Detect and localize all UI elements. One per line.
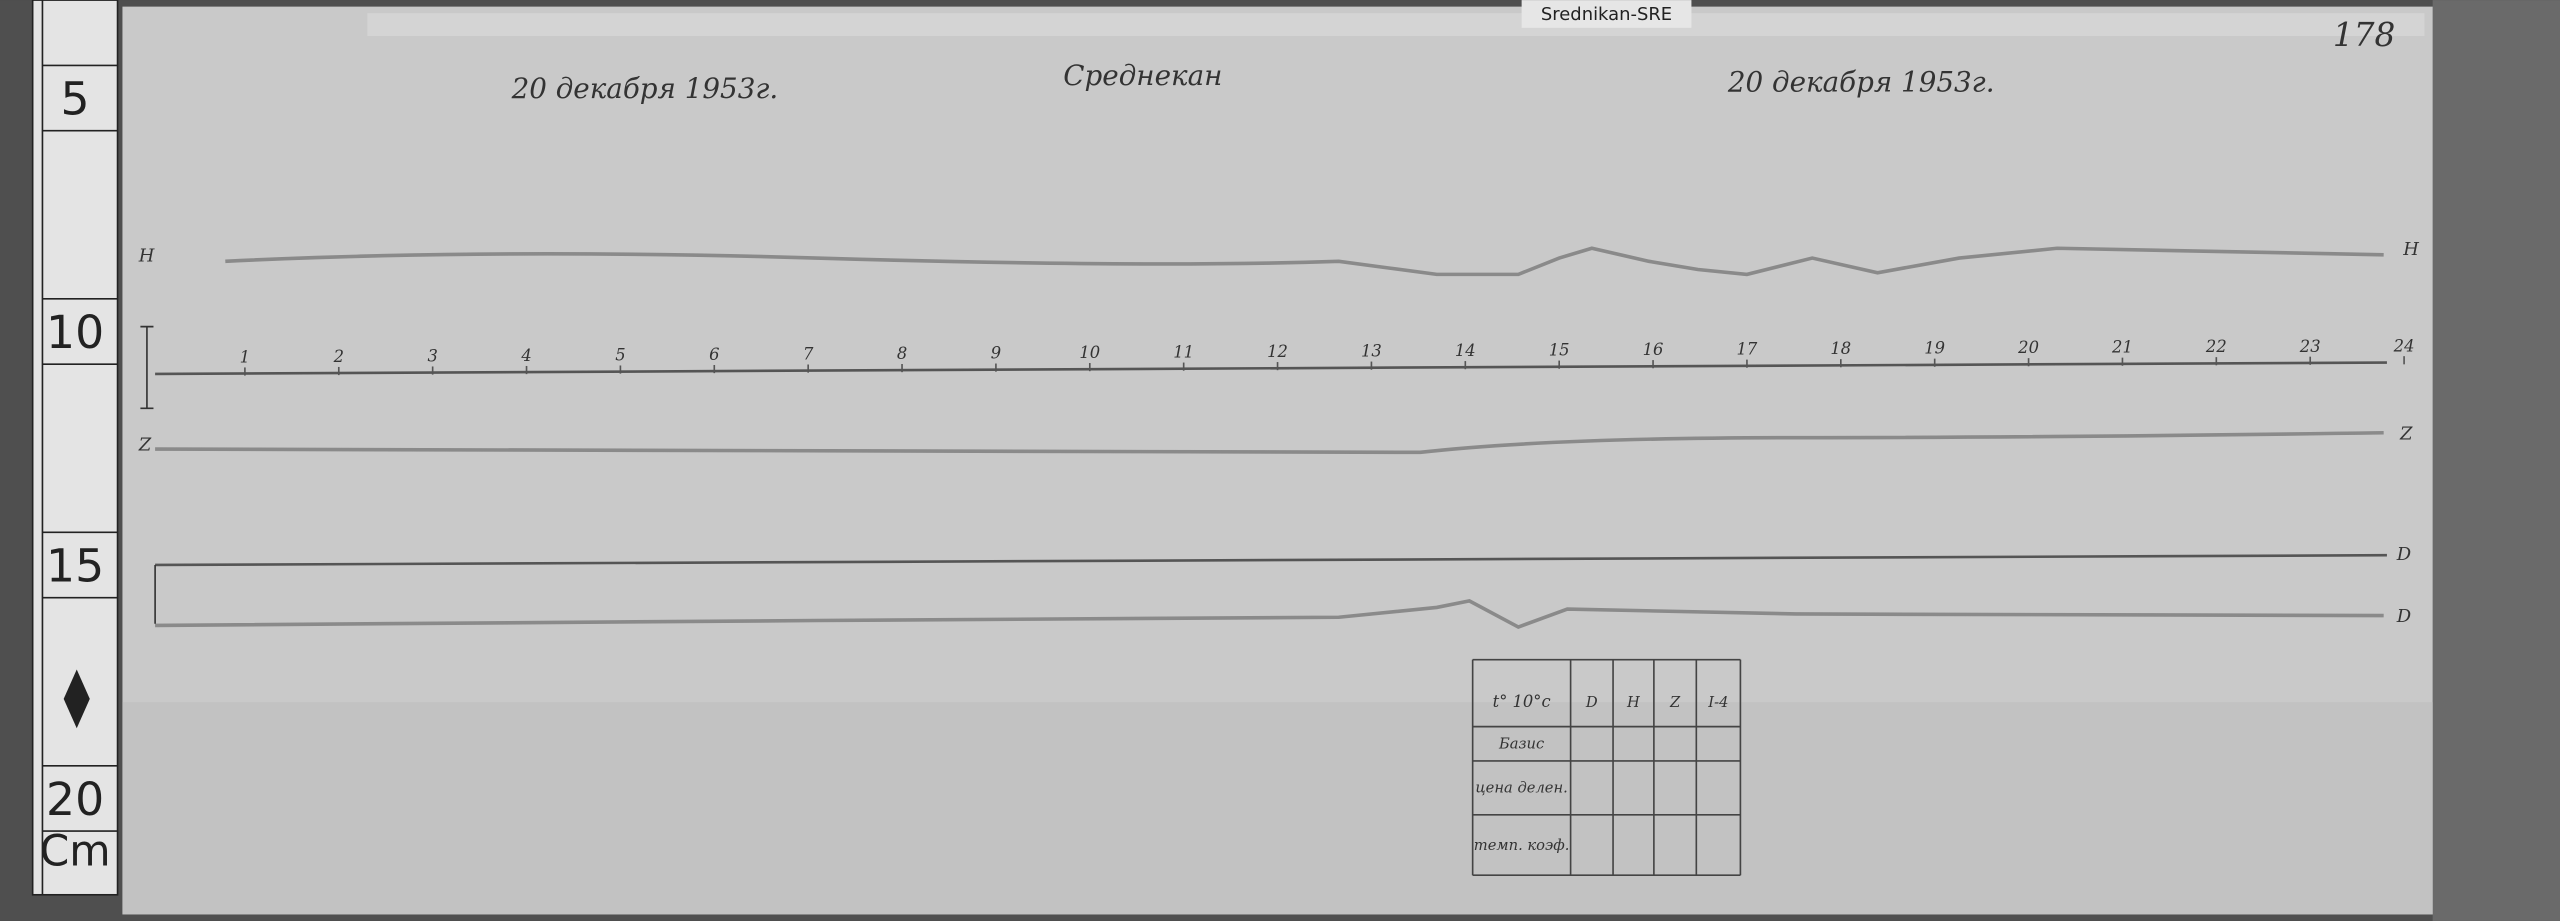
- hour-label: 1: [240, 348, 250, 367]
- date-left: 20 декабря 1953г.: [511, 72, 779, 105]
- trace-label-d: D: [2396, 544, 2411, 565]
- table-header: t° 10°c: [1493, 692, 1551, 711]
- hour-label: 13: [1361, 342, 1382, 361]
- ruler-mark: 15: [46, 539, 104, 592]
- table-header: Z: [1669, 694, 1681, 711]
- hour-label: 11: [1173, 343, 1194, 362]
- table-header: H: [1626, 694, 1641, 711]
- hour-label: 4: [520, 346, 531, 365]
- station: Среднекан: [1063, 59, 1222, 92]
- date-right: 20 декабря 1953г.: [1727, 66, 1995, 99]
- hour-label: 18: [1830, 339, 1851, 358]
- ruler-marks: 5 10 15 20: [42, 64, 118, 832]
- table-header: D: [1585, 694, 1598, 711]
- hour-label: 12: [1267, 342, 1288, 361]
- scale-bars: [140, 325, 156, 624]
- table-row-label: цена делен.: [1475, 780, 1567, 797]
- paper-shade: [122, 702, 2433, 915]
- hour-label: 5: [615, 346, 625, 365]
- trace-label-h-right: H: [2402, 239, 2419, 260]
- trace-label-z: Z: [138, 435, 152, 456]
- d-trace: [155, 599, 2384, 629]
- hour-label: 16: [1643, 340, 1664, 359]
- hour-label: 8: [897, 344, 907, 363]
- hour-label: 15: [1549, 341, 1570, 360]
- ruler: [31, 0, 119, 896]
- ruler-mark: 20: [46, 773, 104, 826]
- hour-label: 2: [333, 347, 344, 366]
- ruler-mark: 10: [46, 306, 104, 359]
- hour-label: 14: [1455, 341, 1476, 360]
- paper-strip: [367, 13, 2425, 37]
- trace-label-h: H: [138, 245, 155, 266]
- hour-label: 22: [2205, 337, 2227, 356]
- table-header: I-4: [1707, 694, 1728, 711]
- calibration-table: t° 10°c D H Z I-4 Базис цена делен. темп. коэф.: [1471, 658, 1742, 877]
- z-trace: [155, 430, 2384, 455]
- table-row-label: Базис: [1498, 736, 1544, 753]
- table-row-label: темп. коэф.: [1474, 837, 1570, 854]
- tag: Srednikan-SRE: [1541, 4, 1672, 25]
- ruler-unit: Cm: [40, 827, 111, 876]
- hour-label: 20: [2017, 338, 2039, 357]
- trace-label-d-right: D: [2396, 606, 2411, 627]
- hour-label: 21: [2111, 338, 2133, 357]
- hour-label: 3: [427, 347, 437, 366]
- hour-label: 24: [2393, 336, 2415, 355]
- h-trace: [225, 246, 2384, 277]
- d-baseline: [155, 553, 2387, 567]
- trace-label-z-right: Z: [2399, 423, 2413, 444]
- hour-label: 19: [1924, 339, 1945, 358]
- right-edge: [2432, 0, 2560, 921]
- hour-label: 17: [1737, 340, 1758, 359]
- tag-box: [1521, 0, 1692, 28]
- hour-label: 23: [2299, 337, 2321, 356]
- hour-label: 6: [709, 345, 719, 364]
- hour-label: 10: [1079, 343, 1100, 362]
- hour-label: 7: [803, 345, 814, 364]
- hour-labels: 1 2 3 4 5 6 7 8 9 10 11 12 13 14 15 16 17 18 19 20 21 22 23 24: [240, 336, 2415, 376]
- hour-label: 9: [991, 344, 1001, 363]
- ruler-mark: 5: [61, 72, 90, 125]
- page-number: 178: [2333, 16, 2395, 54]
